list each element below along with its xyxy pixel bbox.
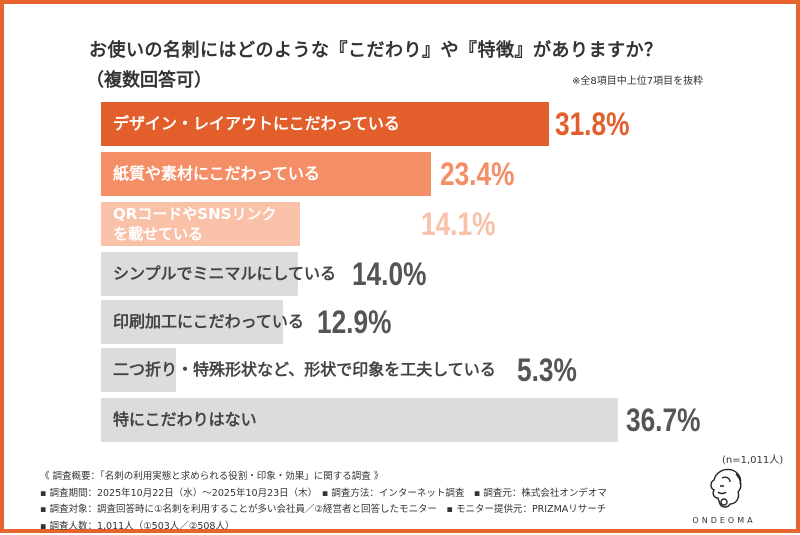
bar-label: 紙質や素材にこだわっている [113,152,320,196]
bar-chart: デザイン・レイアウトにこだわっている 31.8% 紙質や素材にこだわっている 23.4… [101,102,741,447]
bar-label: 二つ折り・特殊形状など、形状で印象を工夫している [113,348,496,392]
bar-row: 印刷加工にこだわっている 12.9% [101,300,741,344]
value-label: 36.7% [626,400,700,440]
lion-head-icon [702,466,746,512]
bar-label: QRコードやSNSリンク を載せている [113,202,276,246]
value-label: 14.1% [421,204,495,244]
footer-line: ▪ 調査期間：2025年10月22日（水）～2025年10月23日（木） ▪ 調… [40,486,607,503]
bar-row: 特にこだわりはない 36.7% [101,398,741,442]
bar-row: シンプルでミニマルにしている 14.0% [101,252,741,296]
bar-row: 紙質や素材にこだわっている 23.4% [101,152,741,196]
value-label: 23.4% [440,154,514,194]
logo-text: ONDEOMA [684,516,764,525]
survey-overview: 《 調査概要：「名刺の利用実態と求められる役割・印象・効果」に関する調査 》 ▪… [40,469,607,535]
bar-label: 印刷加工にこだわっている [113,300,304,344]
bar-label: シンプルでミニマルにしている [113,252,336,296]
bar-row: 二つ折り・特殊形状など、形状で印象を工夫している 5.3% [101,348,741,392]
sample-size: (n=1,011人) [722,451,783,466]
ondeoma-logo: ONDEOMA [684,466,764,530]
bar-label: デザイン・レイアウトにこだわっている [113,102,400,146]
value-label: 31.8% [555,104,629,144]
bar-label: 特にこだわりはない [113,398,257,442]
value-label: 5.3% [517,350,577,390]
chart-subtitle: （複数回答可） [86,66,212,92]
bar-row: デザイン・レイアウトにこだわっている 31.8% [101,102,741,146]
chart-note: ※全8項目中上位7項目を抜粋 [572,72,703,87]
value-label: 14.0% [352,254,426,294]
value-label: 12.9% [317,302,391,342]
bar-row: QRコードやSNSリンク を載せている 14.1% [101,202,741,246]
footer-line: ▪ 調査対象：調査回答時に①名刺を利用することが多い会社員／②経営者と回答したモ… [40,502,607,519]
footer-line: 《 調査概要：「名刺の利用実態と求められる役割・印象・効果」に関する調査 》 [40,469,607,486]
chart-title: お使いの名刺にはどのような『こだわり』や『特徴』がありますか？ [89,36,663,62]
